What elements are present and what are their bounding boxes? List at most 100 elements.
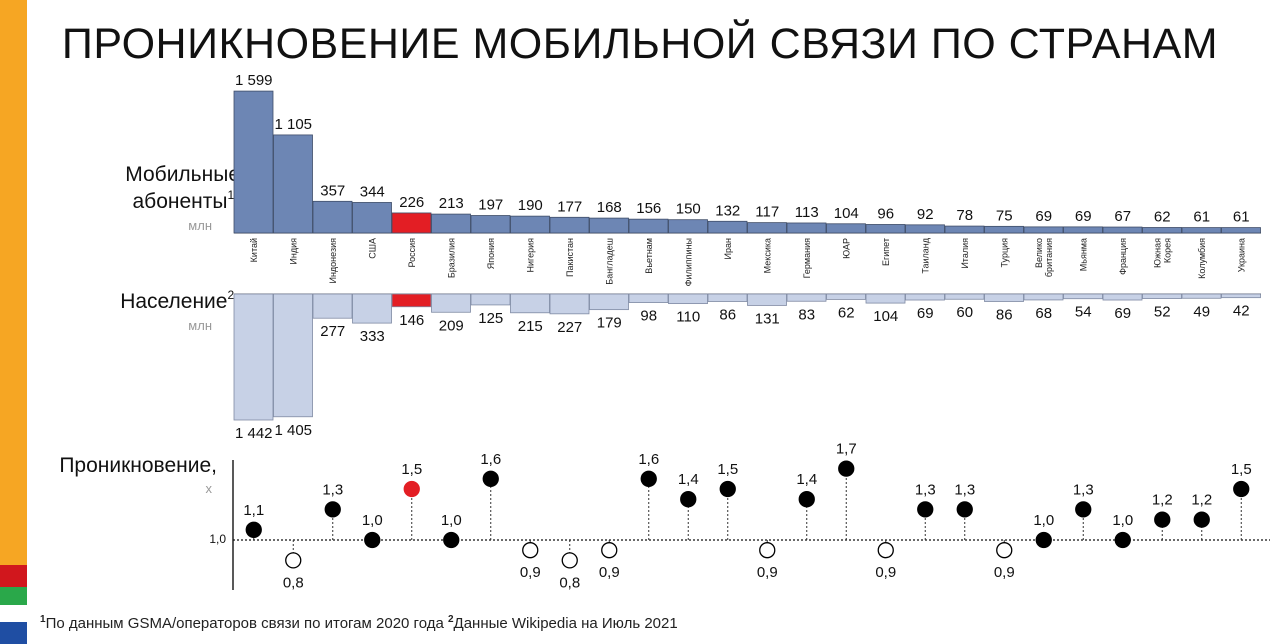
subscribers-bar (984, 225, 1024, 234)
category-label: Италия (960, 238, 970, 269)
category-label: Китай (249, 238, 259, 262)
penetration-value-label: 1,3 (1073, 481, 1094, 498)
penetration-point (364, 531, 381, 549)
subscribers-value-label: 62 (1154, 208, 1171, 225)
subscribers-bar (510, 215, 550, 234)
population-value-label: 49 (1193, 303, 1210, 320)
population-bar (826, 293, 866, 300)
subscribers-label-line2: абоненты1, (132, 188, 240, 213)
subscribers-bar (865, 224, 906, 234)
penetration-point (561, 552, 578, 569)
penetration-value-label: 1,0 (441, 512, 462, 529)
subscribers-bar (589, 217, 629, 234)
penetration-point (640, 470, 657, 487)
population-value-label: 52 (1154, 304, 1171, 321)
population-bar (628, 293, 669, 303)
penetration-value-label: 0,9 (875, 564, 896, 581)
subscribers-bar (549, 216, 590, 234)
footnote-sup-2: 2 (447, 614, 454, 625)
footnote-text-1: По данным GSMA/операторов связи по итога… (45, 615, 448, 632)
subscribers-value-label: 78 (956, 207, 973, 224)
category-label-word: Россия (407, 238, 417, 268)
category-label: Пакистан (565, 238, 575, 277)
penetration-value-label: 1,5 (401, 461, 422, 478)
population-bar (747, 293, 787, 306)
subscribers-label-line1: Мобильные (125, 163, 240, 186)
page-title: ПРОНИКНОВЕНИЕ МОБИЛЬНОЙ СВЯЗИ ПО СТРАНАМ (61, 20, 1219, 68)
side-stripe-white (0, 605, 27, 622)
subscribers-label-text: абоненты (132, 190, 227, 213)
category-label-word: Германия (802, 238, 812, 278)
category-label-word: Иран (723, 238, 733, 259)
subscribers-bar (668, 219, 708, 234)
subscribers-bar (707, 220, 748, 234)
category-label: Бангладеш (604, 238, 614, 285)
population-value-label: 54 (1075, 304, 1092, 321)
category-label-word: Индонезия (328, 238, 338, 284)
penetration-point (1075, 501, 1092, 518)
population-value-label: 86 (719, 307, 736, 324)
population-value-label: 98 (640, 308, 657, 325)
population-bar (707, 293, 748, 302)
subscribers-bar (1102, 226, 1143, 234)
baseline-label: 1,0 (209, 532, 226, 546)
penetration-point (522, 542, 539, 559)
subscribers-value-label: 113 (795, 204, 819, 221)
subscribers-value-label: 117 (755, 204, 779, 221)
subscribers-value-label: 96 (877, 205, 894, 222)
population-value-label: 86 (996, 307, 1013, 324)
population-unit: млн (188, 318, 212, 333)
category-label: Нигерия (525, 238, 535, 273)
penetration-value-label: 1,6 (480, 451, 501, 468)
category-label-word: Велико (1034, 238, 1044, 268)
subscribers-value-label: 67 (1114, 208, 1131, 225)
penetration-point (1154, 511, 1171, 528)
penetration-value-label: 1,1 (243, 502, 264, 519)
subscribers-value-label: 168 (597, 199, 622, 216)
subscribers-bar (905, 224, 945, 234)
category-label-word: Филиппины (683, 238, 693, 286)
population-value-label: 1 442 (235, 425, 273, 442)
population-value-label: 215 (518, 318, 543, 335)
population-value-label: 60 (956, 304, 973, 321)
penetration-value-label: 0,8 (283, 574, 304, 591)
penetration-value-label: 0,8 (559, 574, 580, 591)
population-value-label: 227 (557, 319, 582, 336)
category-label-word: Колумбия (1197, 238, 1207, 279)
category-label-word: Нигерия (525, 238, 535, 273)
population-value-label: 62 (838, 304, 855, 321)
population-value-label: 179 (597, 315, 622, 332)
population-label: Население2, (120, 288, 240, 313)
subscribers-bar (1142, 227, 1182, 234)
subscribers-value-label: 190 (518, 197, 543, 214)
subscribers-value-label: 61 (1233, 209, 1250, 226)
subscribers-bar (391, 212, 432, 234)
category-label-word: Бразилия (446, 238, 456, 278)
population-bar (391, 293, 432, 308)
population-value-label: 146 (399, 312, 424, 329)
penetration-point (601, 542, 618, 559)
penetration-point (482, 470, 499, 487)
category-label: Германия (802, 238, 812, 278)
penetration-point (1193, 511, 1210, 528)
subscribers-label-sup: 1 (227, 188, 234, 202)
subscribers-value-label: 61 (1193, 209, 1210, 226)
population-bar (865, 293, 906, 304)
penetration-value-label: 0,9 (757, 564, 778, 581)
penetration-point (798, 491, 815, 508)
subscribers-unit: млн (188, 218, 212, 233)
category-label-word: британия (1044, 238, 1054, 277)
subscribers-value-label: 177 (557, 198, 582, 215)
penetration-value-label: 1,6 (638, 451, 659, 468)
subscribers-bar (312, 200, 353, 234)
population-value-label: 209 (439, 317, 464, 334)
subscribers-value-label: 156 (636, 200, 661, 217)
subscribers-value-label: 1 599 (235, 72, 273, 89)
side-stripe-green (0, 587, 27, 605)
category-label-word: Китай (249, 238, 259, 262)
category-label: Мьянма (1078, 238, 1088, 271)
subscribers-bar (1221, 227, 1261, 234)
population-bar (589, 293, 629, 311)
penetration-point (403, 480, 420, 498)
population-value-label: 110 (676, 309, 700, 326)
